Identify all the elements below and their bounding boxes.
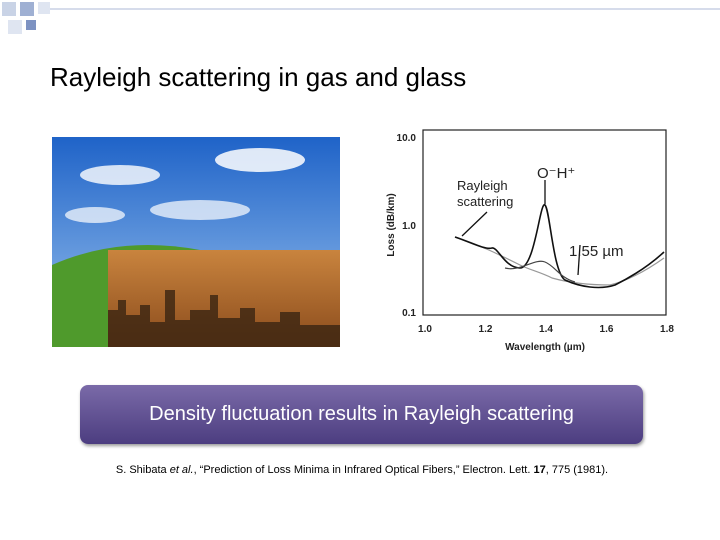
x-tick-label: 1.8 [660, 324, 674, 335]
citation-text: 17 [533, 464, 546, 476]
x-tick-label: 1.4 [539, 324, 553, 335]
x-tick-label: 1.0 [418, 324, 432, 335]
y-tick-label: 10.0 [397, 133, 417, 144]
citation-text: , “Prediction of Loss Minima in Infrared… [193, 464, 534, 476]
callout: Density fluctuation results in Rayleigh … [80, 385, 643, 444]
annotation: Rayleigh [457, 178, 508, 193]
slide-title: Rayleigh scattering in gas and glass [50, 62, 467, 92]
photo [52, 137, 340, 347]
x-tick-label: 1.2 [479, 324, 493, 335]
x-tick-label: 1.6 [600, 324, 614, 335]
callout-text: Density fluctuation results in Rayleigh … [149, 403, 574, 425]
annotation: 1.55 µm [569, 243, 624, 260]
x-axis-label: Wavelength (µm) [505, 342, 585, 353]
citation-text: et al. [169, 464, 194, 476]
y-axis-label: Loss (dB/km) [386, 193, 397, 256]
y-tick-label: 0.1 [402, 308, 416, 319]
annotation: O⁻H⁺ [537, 165, 575, 182]
figure [370, 125, 680, 357]
y-tick-label: 1.0 [402, 221, 416, 232]
citation-text: S. Shibata [115, 464, 170, 476]
citation: S. Shibata et al., “Prediction of Loss M… [0, 464, 720, 476]
decoration [2, 2, 720, 34]
annotation: scattering [457, 194, 513, 209]
citation-text: , 775 (1981). [545, 464, 609, 476]
